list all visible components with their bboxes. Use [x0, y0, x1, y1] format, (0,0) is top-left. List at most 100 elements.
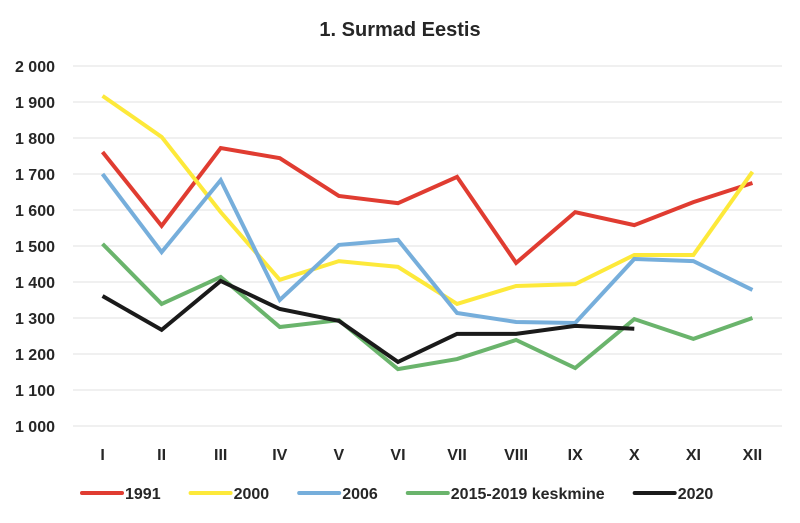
legend-item: 1991	[80, 486, 161, 503]
y-tick-label: 1 900	[15, 95, 55, 112]
data-point	[455, 311, 459, 315]
legend: 1991 2000 2006 2015-2019 keskmine 2020	[80, 486, 714, 503]
data-point	[632, 327, 636, 331]
y-tick-label: 1 700	[15, 167, 55, 184]
x-tick-label: VI	[390, 447, 405, 464]
y-tick-label: 1 000	[15, 419, 55, 436]
data-point	[278, 298, 282, 302]
data-point	[514, 332, 518, 336]
data-point	[632, 223, 636, 227]
series-line	[100, 145, 754, 266]
data-point	[396, 367, 400, 371]
data-point	[691, 200, 695, 204]
legend-item: 2006	[297, 486, 378, 503]
data-point	[337, 259, 341, 263]
legend-item: 2000	[188, 486, 270, 503]
data-point	[455, 175, 459, 179]
series-line	[101, 242, 754, 372]
data-point	[278, 325, 282, 329]
data-point	[101, 242, 105, 246]
data-point	[396, 360, 400, 364]
data-point	[632, 253, 636, 257]
data-point	[455, 332, 459, 336]
x-tick-label: II	[157, 447, 166, 464]
x-axis-tick-labels: I II III IV V VI VII VIII IX X XI XII	[100, 447, 762, 464]
data-point	[278, 156, 282, 160]
y-tick-label: 1 800	[15, 131, 55, 148]
data-point	[632, 257, 636, 261]
series-lines	[100, 94, 755, 372]
series-line	[101, 278, 635, 365]
data-point	[337, 194, 341, 198]
x-tick-label: IX	[568, 447, 583, 464]
data-point	[219, 210, 223, 214]
y-axis-tick-labels: 1 000 1 100 1 200 1 300 1 400 1 500 1 600 1 700…	[15, 59, 55, 436]
data-point	[691, 259, 695, 263]
y-tick-label: 2 000	[15, 59, 55, 76]
data-point	[278, 307, 282, 311]
y-tick-label: 1 300	[15, 311, 55, 328]
data-point	[101, 150, 105, 154]
data-point	[750, 181, 754, 185]
data-point	[396, 238, 400, 242]
data-point	[632, 317, 636, 321]
data-point	[514, 320, 518, 324]
series-2020	[101, 278, 636, 365]
data-point	[160, 250, 164, 254]
data-point	[750, 316, 754, 320]
legend-label: 2020	[678, 486, 714, 503]
x-tick-label: XII	[743, 447, 763, 464]
data-point	[101, 172, 105, 176]
y-tick-label: 1 400	[15, 275, 55, 292]
legend-item: 2020	[632, 486, 714, 503]
legend-label: 2000	[234, 486, 270, 503]
y-tick-label: 1 500	[15, 239, 55, 256]
data-point	[514, 338, 518, 342]
gridlines	[73, 65, 782, 427]
series-1991	[100, 145, 754, 266]
x-tick-label: I	[100, 447, 104, 464]
data-point	[160, 135, 164, 139]
data-point	[337, 319, 341, 323]
chart-title: 1. Surmad Eestis	[319, 19, 480, 41]
y-tick-label: 1 200	[15, 347, 55, 364]
data-point	[514, 261, 518, 265]
data-point	[455, 302, 459, 306]
x-tick-label: XI	[686, 447, 701, 464]
series-2000	[101, 94, 755, 307]
data-point	[514, 284, 518, 288]
data-point	[219, 178, 223, 182]
data-point	[750, 170, 754, 174]
series-line	[101, 94, 755, 307]
series-line	[100, 172, 754, 326]
data-point	[396, 265, 400, 269]
data-point	[455, 357, 459, 361]
legend-label: 1991	[125, 486, 161, 503]
x-tick-label: VIII	[504, 447, 528, 464]
data-point	[691, 253, 695, 257]
data-point	[396, 201, 400, 205]
x-tick-label: III	[214, 447, 227, 464]
data-point	[219, 279, 223, 283]
data-point	[101, 294, 105, 298]
data-point	[573, 324, 577, 328]
x-tick-label: V	[334, 447, 345, 464]
y-tick-label: 1 100	[15, 383, 55, 400]
data-point	[160, 224, 164, 228]
x-tick-label: VII	[447, 447, 467, 464]
legend-label: 2006	[342, 486, 378, 503]
data-point	[573, 210, 577, 214]
series-2015-2019-keskmine	[101, 242, 754, 372]
data-point	[691, 337, 695, 341]
data-point	[160, 302, 164, 306]
data-point	[160, 328, 164, 332]
data-point	[337, 243, 341, 247]
data-point	[219, 275, 223, 279]
x-tick-label: IV	[272, 447, 287, 464]
data-point	[573, 366, 577, 370]
data-point	[573, 282, 577, 286]
x-tick-label: X	[629, 447, 640, 464]
data-point	[278, 278, 282, 282]
series-2006	[100, 172, 754, 326]
